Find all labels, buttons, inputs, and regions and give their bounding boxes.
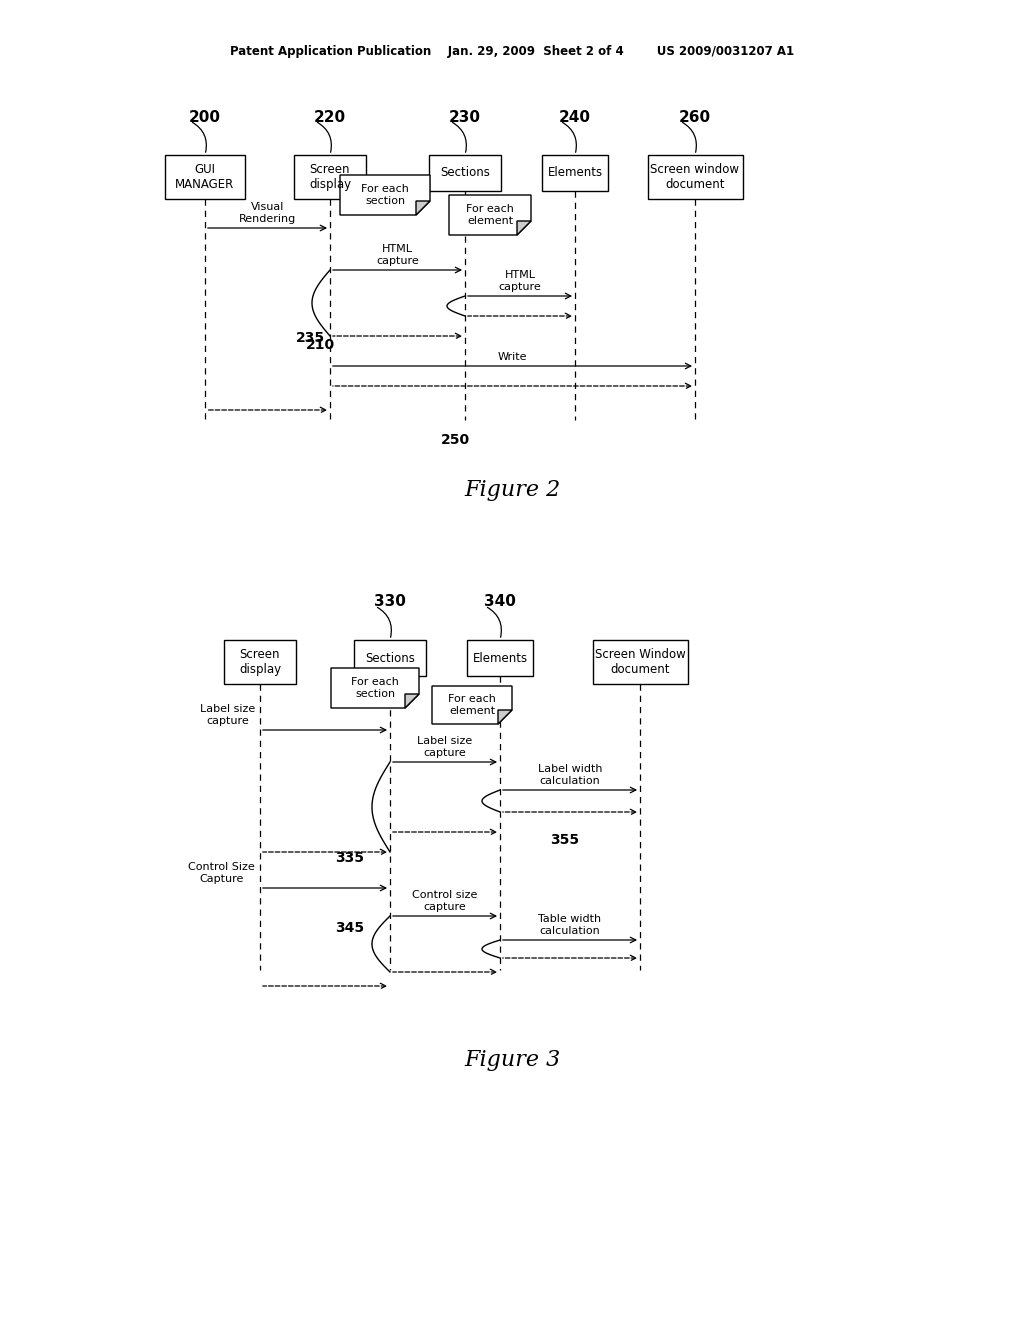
- Text: Sections: Sections: [366, 652, 415, 664]
- Text: 335: 335: [336, 851, 365, 865]
- Bar: [542, 154, 608, 191]
- Text: 235: 235: [296, 331, 325, 345]
- Text: Figure 3: Figure 3: [464, 1049, 560, 1071]
- Text: 240: 240: [559, 110, 591, 124]
- Text: HTML
capture: HTML capture: [376, 244, 419, 267]
- Bar: [294, 154, 366, 199]
- Text: 210: 210: [305, 338, 335, 352]
- Polygon shape: [416, 201, 430, 215]
- Polygon shape: [517, 220, 531, 235]
- Text: For each
element: For each element: [449, 694, 496, 715]
- Text: For each
section: For each section: [361, 185, 409, 206]
- Bar: [354, 640, 426, 676]
- Polygon shape: [449, 195, 531, 235]
- Text: Visual
Rendering: Visual Rendering: [239, 202, 296, 224]
- Text: 230: 230: [449, 110, 481, 124]
- Text: Elements: Elements: [548, 166, 602, 180]
- Text: Patent Application Publication    Jan. 29, 2009  Sheet 2 of 4        US 2009/003: Patent Application Publication Jan. 29, …: [230, 45, 794, 58]
- Text: Table width
calculation: Table width calculation: [539, 915, 601, 936]
- Text: HTML
capture: HTML capture: [499, 271, 542, 292]
- Text: For each
element: For each element: [466, 205, 514, 226]
- Bar: [429, 154, 501, 191]
- Text: Label size
capture: Label size capture: [200, 705, 255, 726]
- Polygon shape: [340, 176, 430, 215]
- Text: Elements: Elements: [472, 652, 527, 664]
- Text: Control size
capture: Control size capture: [413, 891, 477, 912]
- Polygon shape: [498, 710, 512, 723]
- Text: Label width
calculation: Label width calculation: [538, 764, 602, 785]
- Bar: [467, 640, 534, 676]
- Text: Screen
display: Screen display: [239, 648, 281, 676]
- Text: 220: 220: [314, 110, 346, 124]
- Text: 340: 340: [484, 594, 516, 610]
- Text: GUI
MANAGER: GUI MANAGER: [175, 162, 234, 191]
- Text: Screen window
document: Screen window document: [650, 162, 739, 191]
- Polygon shape: [432, 686, 512, 723]
- Text: Label size
capture: Label size capture: [418, 737, 473, 758]
- Text: Figure 2: Figure 2: [464, 479, 560, 502]
- Polygon shape: [331, 668, 419, 708]
- Text: 200: 200: [189, 110, 221, 124]
- Text: 330: 330: [374, 594, 406, 610]
- Text: 355: 355: [551, 833, 580, 847]
- Text: Write: Write: [498, 352, 527, 362]
- Bar: [593, 640, 687, 684]
- Text: Control Size
Capture: Control Size Capture: [188, 862, 255, 884]
- Text: 345: 345: [336, 921, 365, 935]
- Bar: [647, 154, 742, 199]
- Text: For each
section: For each section: [351, 677, 399, 698]
- Text: 260: 260: [679, 110, 711, 124]
- Bar: [165, 154, 245, 199]
- Text: Screen Window
document: Screen Window document: [595, 648, 685, 676]
- Text: Screen
display: Screen display: [309, 162, 351, 191]
- Polygon shape: [406, 694, 419, 708]
- Text: 250: 250: [440, 433, 470, 447]
- Bar: [224, 640, 296, 684]
- Text: Sections: Sections: [440, 166, 489, 180]
